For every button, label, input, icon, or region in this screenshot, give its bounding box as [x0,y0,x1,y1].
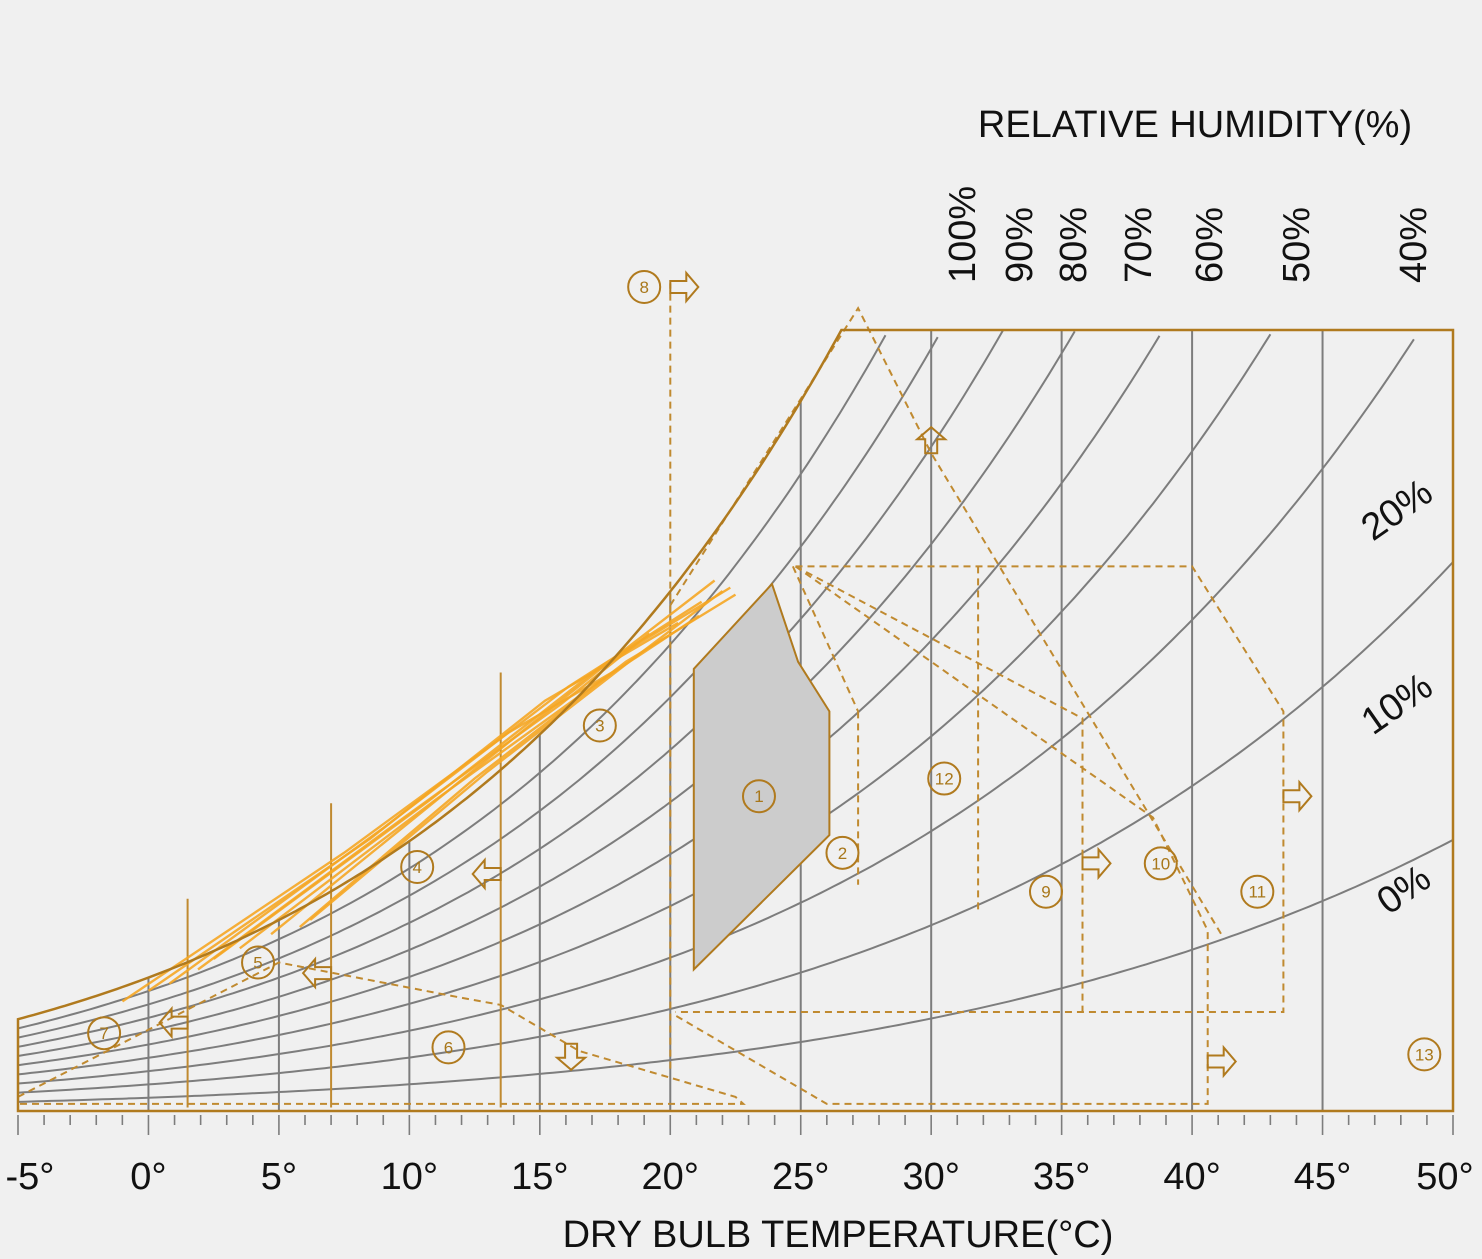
zone-marker-3: 3 [582,708,617,743]
zone-14-outline [669,306,1225,939]
zone-marker-4: 4 [400,849,435,884]
x-tick-label: 0° [130,1156,166,1198]
zone-marker-6: 6 [431,1030,466,1065]
arrow-zone-6 [554,1042,588,1072]
zone-circle [1028,874,1063,909]
arrow-zone-7 [158,1005,189,1040]
climate-trace-5 [270,579,716,936]
climate-trace-7 [239,614,700,950]
rh-top-label-90: 90% [999,207,1041,283]
comfort-zone-1 [692,582,831,972]
zone-circle [241,945,276,980]
zone-circle [400,849,435,884]
zone-circle [1240,874,1275,909]
saturation-frame [16,328,1455,1113]
zone-number: 8 [639,278,648,297]
x-tick-label: 25° [772,1156,829,1198]
x-tick-label: 15° [511,1156,568,1198]
x-tick-label: 5° [261,1156,297,1198]
climate-data-lines [121,579,737,1003]
relative-humidity-title: RELATIVE HUMIDITY(%) [978,104,1412,146]
x-tick-label: 45° [1294,1156,1351,1198]
rh-side-label-20: 20% [1354,471,1440,549]
zone-number: 10 [1151,854,1170,873]
zone-circle [825,835,860,870]
rh-curve-60 [17,330,1076,1057]
x-tick-label: 35° [1033,1156,1090,1198]
zone-number: 3 [595,717,604,736]
zone-marker-5: 5 [241,945,276,980]
zone-circle [431,1030,466,1065]
zone-10-outline [674,565,1209,1105]
zone-circle [1143,846,1178,881]
rh-curve-80 [17,336,939,1039]
zone-9-outline [795,565,1084,1012]
rh-curve-90 [17,334,887,1030]
zone-marker-2: 2 [825,835,860,870]
x-tick-label: 10° [381,1156,438,1198]
arrow-zone-10 [1206,1044,1238,1079]
zone-number: 6 [444,1038,453,1057]
rh-top-label-100: 100% [942,186,984,283]
arrow-zone-4 [471,857,502,891]
zone-number: 13 [1415,1045,1434,1064]
zone-circle [582,708,617,743]
zone-number: 2 [838,844,847,863]
zone-number: 12 [935,770,954,789]
strategy-zones [17,270,1313,1108]
rh-top-label-80: 80% [1053,207,1095,283]
zone-marker-11: 11 [1240,874,1275,909]
rh-top-label-60: 60% [1189,207,1231,283]
x-tick-label: 50° [1416,1156,1473,1198]
zone-6-outline [17,961,746,1105]
zone-number: 1 [754,787,763,806]
zone-marker-7: 7 [87,1016,122,1051]
zone-11-outline [675,565,1285,1013]
zone-number: 7 [99,1024,108,1043]
rh-top-label-40: 40% [1393,207,1435,283]
zone-marker-1: 1 [741,779,776,814]
zone-circle [927,761,962,796]
arrow-zone-14 [914,425,948,455]
rh-curve-70 [17,330,1004,1048]
x-tick-label: 20° [642,1156,699,1198]
zone-2-edge [791,565,860,712]
zone-number: 9 [1041,883,1050,902]
zone-circle [741,779,776,814]
zone-circle [1407,1037,1442,1072]
zone-number: 11 [1248,883,1266,902]
rh-side-label-0: 0% [1370,857,1439,923]
zone-marker-9: 9 [1028,874,1063,909]
arrow-zone-5 [301,956,333,990]
zone-circle [627,269,662,304]
zone-number: 5 [253,953,262,972]
zone-circle [87,1016,122,1051]
chart-frame [16,328,1455,1113]
rh-side-label-10: 10% [1354,665,1440,743]
x-tick-label: 40° [1163,1156,1220,1198]
x-axis-title: DRY BULB TEMPERATURE(°C) [563,1214,1114,1256]
zone-marker-8: 8 [627,269,662,304]
zone-marker-12: 12 [927,761,962,796]
zone-number: 4 [412,858,421,877]
x-tick-label: -5° [6,1156,55,1198]
rh-curve-50 [17,335,1161,1067]
label-layer: -5° 0° 5° 10° 15° 20° 25° 30° 35° 40° 45° 50°100% 90… [6,186,1474,1198]
zone-marker-13: 13 [1407,1037,1442,1072]
arrow-zone-9 [1081,846,1112,881]
arrow-zone-8 [669,270,700,304]
rh-top-label-70: 70% [1118,207,1160,283]
arrow-zone-11 [1282,779,1313,813]
grid-layer [17,330,1454,1112]
x-tick-label: 30° [902,1156,959,1198]
zone-marker-10: 10 [1143,846,1178,881]
climate-trace-1 [121,667,619,1003]
rh-top-label-50: 50% [1276,207,1318,283]
rh-curve-20 [17,561,1454,1094]
climate-trace-3 [168,600,703,985]
rh-curve-10 [17,839,1454,1103]
